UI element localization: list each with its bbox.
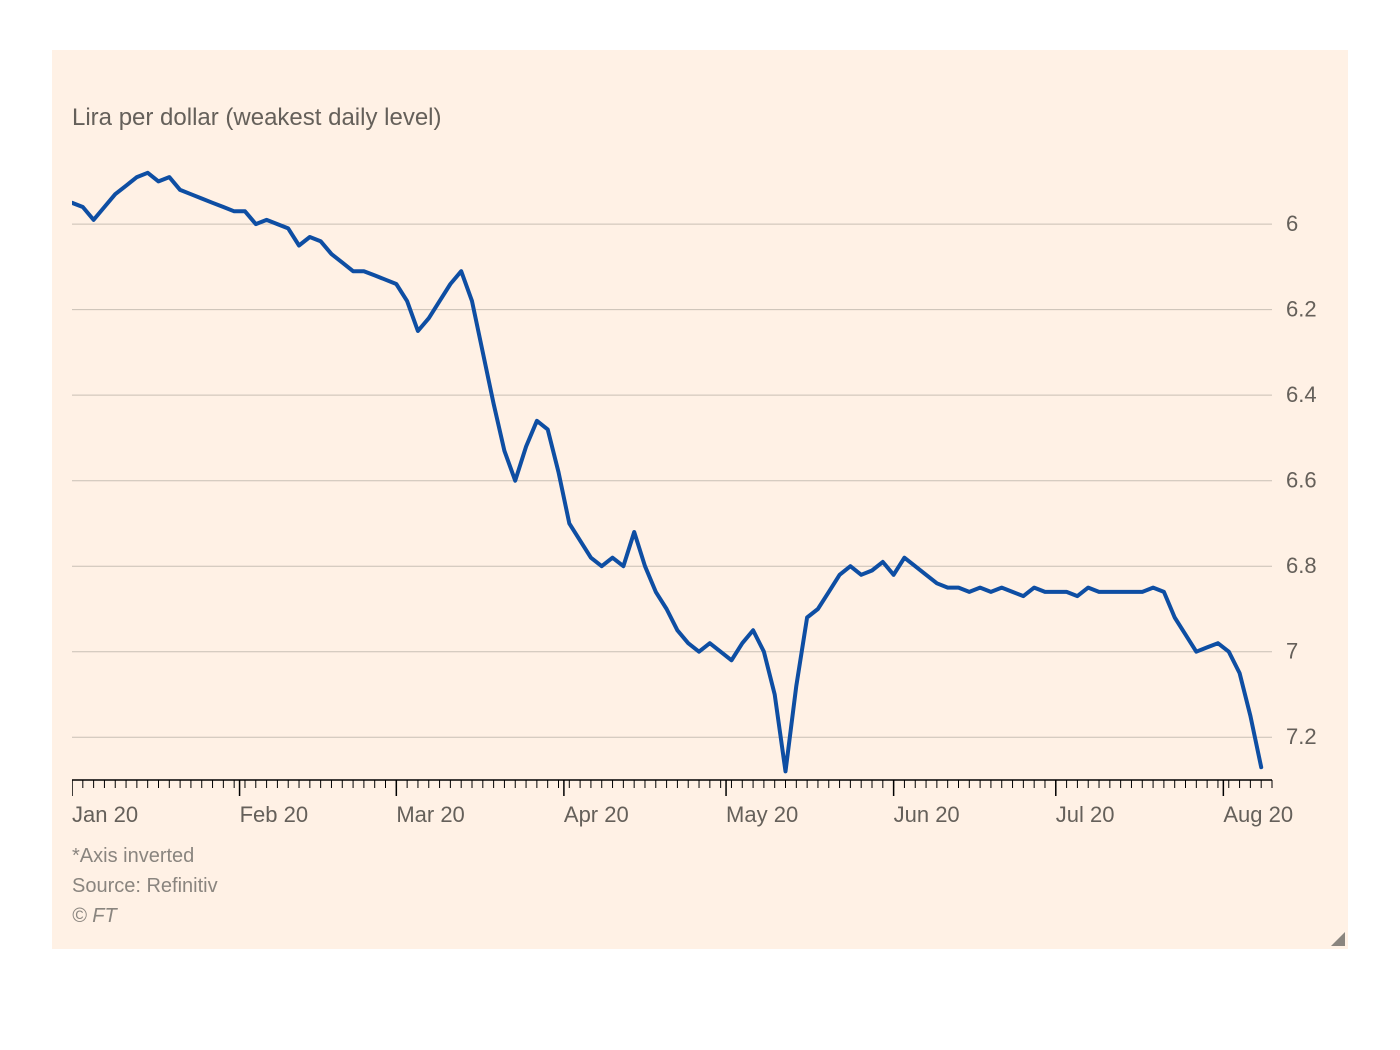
chart-container: Lira per dollar (weakest daily level) 66…: [52, 50, 1348, 949]
svg-text:6: 6: [1286, 211, 1298, 236]
svg-text:Mar 20: Mar 20: [396, 802, 464, 827]
chart-subtitle: Lira per dollar (weakest daily level): [72, 104, 442, 132]
svg-text:Jan 20: Jan 20: [72, 802, 138, 827]
footnote-source: Source: Refinitiv: [72, 871, 218, 901]
svg-text:Jul 20: Jul 20: [1056, 802, 1115, 827]
chart-svg: 6 6.2 6.4 6.6 6.8 7 7.2 Jan 20 Feb 20 Mar 20 Apr 2…: [72, 160, 1342, 850]
chart-plot-area: 6 6.2 6.4 6.6 6.8 7 7.2 Jan 20 Feb 20 Mar 20 Apr 2…: [72, 160, 1342, 855]
footnote-copyright: © FT: [72, 901, 218, 931]
footnote-axis-inverted: *Axis inverted: [72, 841, 218, 871]
svg-text:6.2: 6.2: [1286, 297, 1317, 322]
svg-text:Feb 20: Feb 20: [240, 802, 309, 827]
svg-text:7.2: 7.2: [1286, 724, 1317, 749]
svg-text:7: 7: [1286, 639, 1298, 664]
svg-text:May 20: May 20: [726, 802, 798, 827]
svg-text:6.8: 6.8: [1286, 553, 1317, 578]
svg-text:6.4: 6.4: [1286, 382, 1317, 407]
svg-text:Jun 20: Jun 20: [894, 802, 960, 827]
svg-text:Apr 20: Apr 20: [564, 802, 629, 827]
svg-text:6.6: 6.6: [1286, 468, 1317, 493]
svg-text:Aug 20: Aug 20: [1223, 802, 1293, 827]
resize-corner-icon: [1331, 932, 1345, 946]
chart-footer: *Axis inverted Source: Refinitiv © FT: [72, 841, 218, 931]
